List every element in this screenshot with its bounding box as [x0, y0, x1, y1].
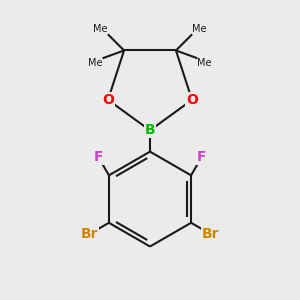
Text: Me: Me [93, 24, 108, 34]
Text: Me: Me [192, 24, 207, 34]
Text: F: F [197, 150, 206, 164]
Text: Me: Me [197, 58, 212, 68]
Text: Me: Me [88, 58, 103, 68]
Text: O: O [186, 93, 198, 107]
Text: Br: Br [202, 227, 220, 241]
Text: B: B [145, 123, 155, 137]
Text: F: F [94, 150, 103, 164]
Text: Br: Br [80, 227, 98, 241]
Text: O: O [102, 93, 114, 107]
